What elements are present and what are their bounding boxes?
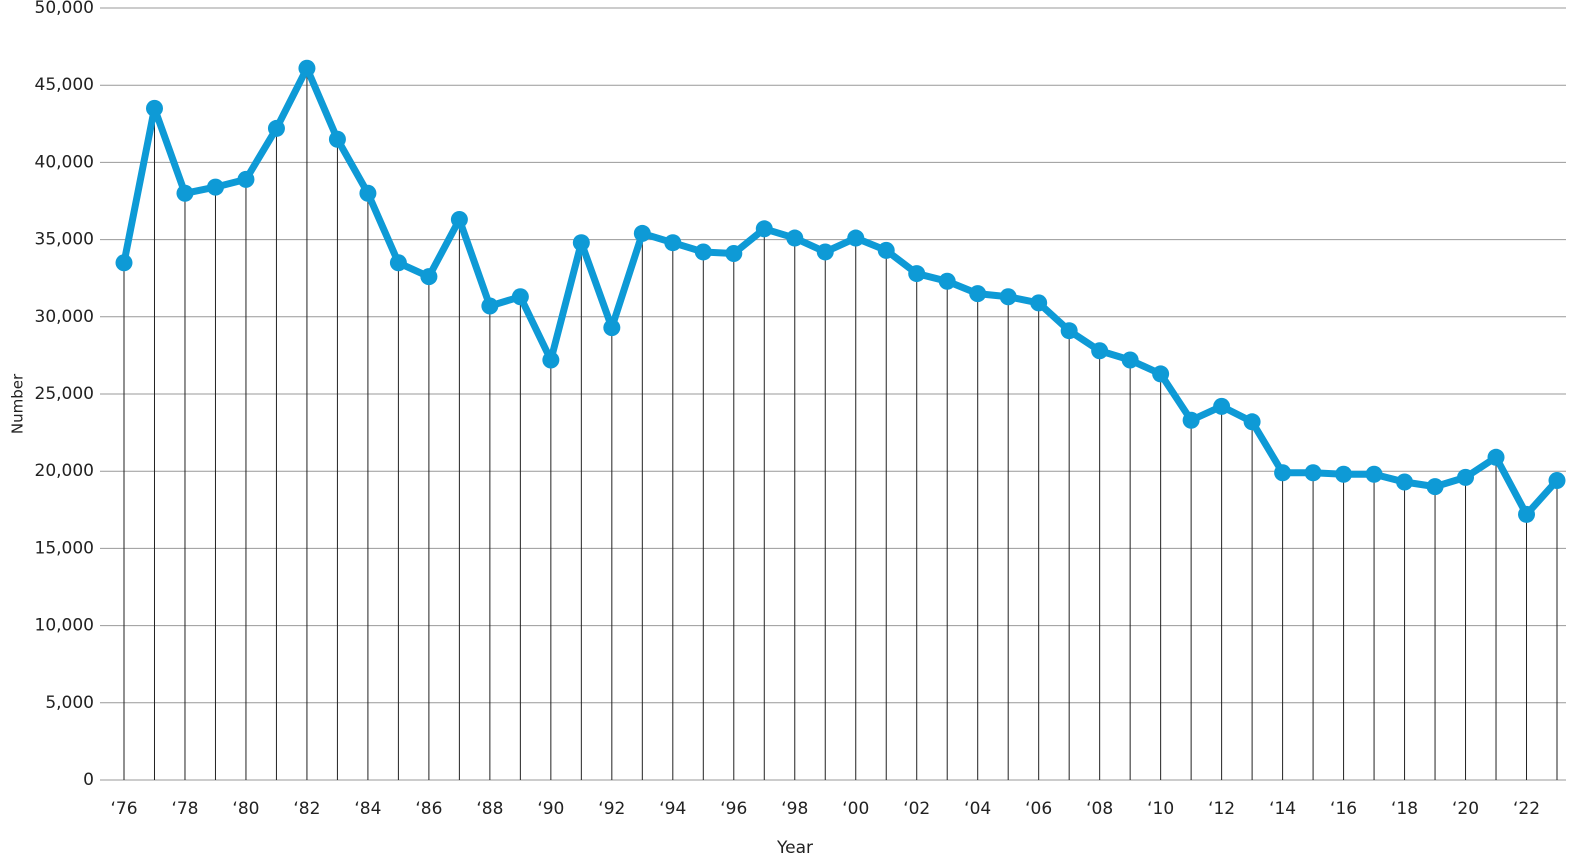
data-point [1060,322,1078,340]
x-tick-label: ‘18 [1391,799,1418,819]
data-point [328,130,346,148]
x-tick-label: ‘00 [842,799,869,819]
y-tick-label: 50,000 [35,0,94,18]
data-point [481,297,499,315]
data-point [1396,473,1414,491]
x-tick-label: ‘76 [110,799,137,819]
data-point [176,184,194,202]
data-point [725,244,743,262]
x-tick-label: ‘22 [1513,799,1540,819]
data-point [1274,464,1292,482]
data-point [1121,351,1139,369]
data-point [816,243,834,261]
y-tick-label: 25,000 [35,384,94,404]
data-point [359,184,377,202]
data-point [1518,505,1536,523]
y-tick-label: 45,000 [35,75,94,95]
x-tick-label: ‘12 [1208,799,1235,819]
data-point [420,268,438,286]
y-tick-label: 20,000 [35,461,94,481]
x-tick-label: ‘08 [1086,799,1113,819]
data-point [389,254,407,272]
x-tick-label: ‘78 [171,799,198,819]
x-tick-label: ‘06 [1025,799,1052,819]
data-point [1548,471,1566,489]
data-point [145,99,163,117]
data-point [847,229,865,247]
data-point [298,59,316,77]
x-tick-label: ‘16 [1330,799,1357,819]
data-point [1182,411,1200,429]
data-point [1365,465,1383,483]
data-point [1457,468,1475,486]
x-tick-label: ‘94 [659,799,686,819]
data-point [969,285,987,303]
x-axis-title: Year [776,838,813,858]
data-point [1213,397,1231,415]
x-tick-label: ‘80 [232,799,259,819]
data-point [1030,294,1048,312]
x-tick-label: ‘20 [1452,799,1479,819]
x-tick-label: ‘10 [1147,799,1174,819]
x-tick-label: ‘84 [354,799,381,819]
data-point [237,170,255,188]
x-tick-label: ‘82 [293,799,320,819]
data-point [115,254,133,272]
x-tick-label: ‘04 [964,799,991,819]
data-point [755,220,773,238]
x-tick-label: ‘98 [781,799,808,819]
data-point [267,119,285,137]
x-tick-label: ‘14 [1269,799,1296,819]
y-tick-label: 5,000 [45,693,94,713]
data-point [999,288,1017,306]
data-point [1426,478,1444,496]
data-point [786,229,804,247]
x-tick-label: ‘92 [598,799,625,819]
y-axis-title: Number [9,373,27,434]
y-tick-label: 35,000 [35,230,94,250]
x-tick-label: ‘02 [903,799,930,819]
data-point [877,241,895,259]
data-point [206,178,224,196]
y-tick-label: 30,000 [35,307,94,327]
data-point [1243,413,1261,431]
data-point [938,272,956,290]
data-point [572,234,590,252]
y-tick-label: 40,000 [35,152,94,172]
data-point [542,351,560,369]
data-point [664,234,682,252]
data-point [450,211,468,229]
data-point [1091,342,1109,360]
x-tick-label: ‘96 [720,799,747,819]
y-tick-label: 10,000 [35,616,94,636]
data-point [633,224,651,242]
x-tick-label: ‘86 [415,799,442,819]
data-point [1152,365,1170,383]
y-tick-label: 15,000 [35,538,94,558]
y-tick-label: 0 [83,770,94,790]
data-point [1335,465,1353,483]
data-point [603,319,621,337]
x-tick-label: ‘88 [476,799,503,819]
data-point [694,243,712,261]
data-point [511,288,529,306]
data-point [908,265,926,283]
data-point [1487,448,1505,466]
x-tick-label: ‘90 [537,799,564,819]
data-point [1304,464,1322,482]
